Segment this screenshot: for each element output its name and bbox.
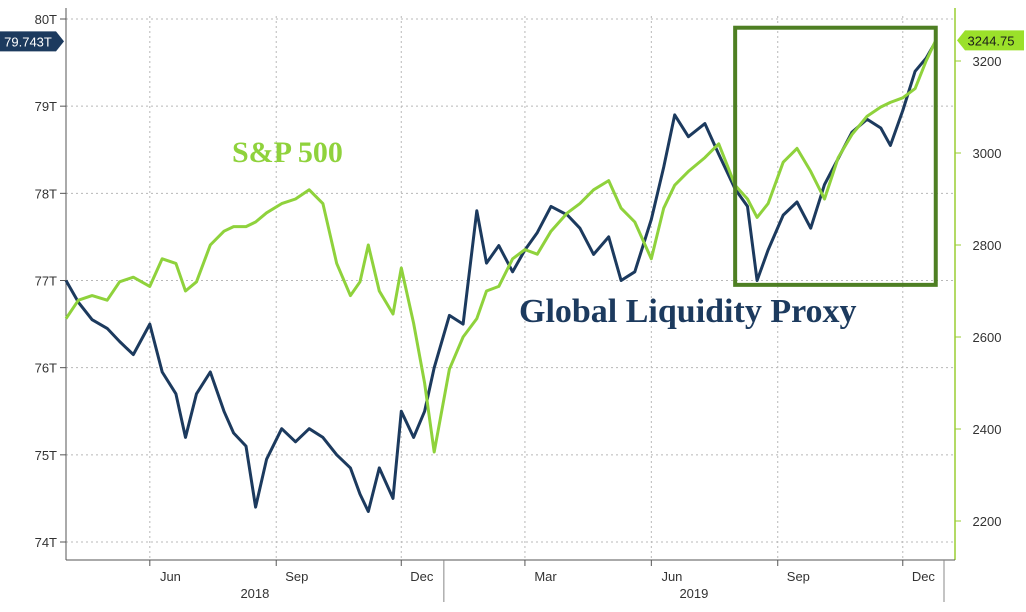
right-axis: 3200 3000 2800 2600 2400 2200 3244.75 [955,30,1024,529]
series-line-liquidity [64,40,938,513]
left-tick-label: 77T [35,274,57,289]
series-line-sp500 [64,39,938,454]
month-tick-label: Dec [410,569,434,584]
right-tick-label: 2200 [973,514,1002,529]
right-tick-label: 2600 [973,330,1002,345]
left-tick-label: 75T [35,448,57,463]
left-tick-label: 76T [35,361,57,376]
year-tick-label: 2019 [679,586,708,601]
gridlines [66,16,955,560]
month-tick-label: Jun [661,569,682,584]
left-tick-label: 79T [35,99,57,114]
left-axis: 80T 79T 78T 77T 76T 75T 74T 79.743T [0,12,66,550]
right-tick-label: 3200 [973,54,1002,69]
x-axis: Jun Sep Dec Mar Jun Sep Dec 2018 2019 [149,560,945,602]
month-tick-label: Dec [912,569,936,584]
month-tick-label: Sep [787,569,810,584]
axes-frame [65,8,956,561]
right-tick-label: 3000 [973,146,1002,161]
left-tick-label: 74T [35,535,57,550]
right-value-tag [957,30,1024,51]
left-value-tag-label: 79.743T [4,34,52,49]
highlight-box-layer [733,25,938,287]
month-tick-label: Jun [160,569,181,584]
year-tick-label: 2018 [240,586,269,601]
liquidity-annotation: Global Liquidity Proxy [519,293,857,330]
sp500-annotation: S&P 500 [232,136,343,169]
month-tick-label: Sep [285,569,308,584]
highlight-box [733,25,938,287]
left-tick-label: 78T [35,186,57,201]
right-tick-label: 2400 [973,422,1002,437]
left-tick-label: 80T [35,12,57,27]
month-tick-label: Mar [534,569,557,584]
left-value-tag [0,31,64,52]
right-value-tag-label: 3244.75 [968,33,1015,48]
right-tick-label: 2800 [973,238,1002,253]
series-lines [64,39,938,513]
